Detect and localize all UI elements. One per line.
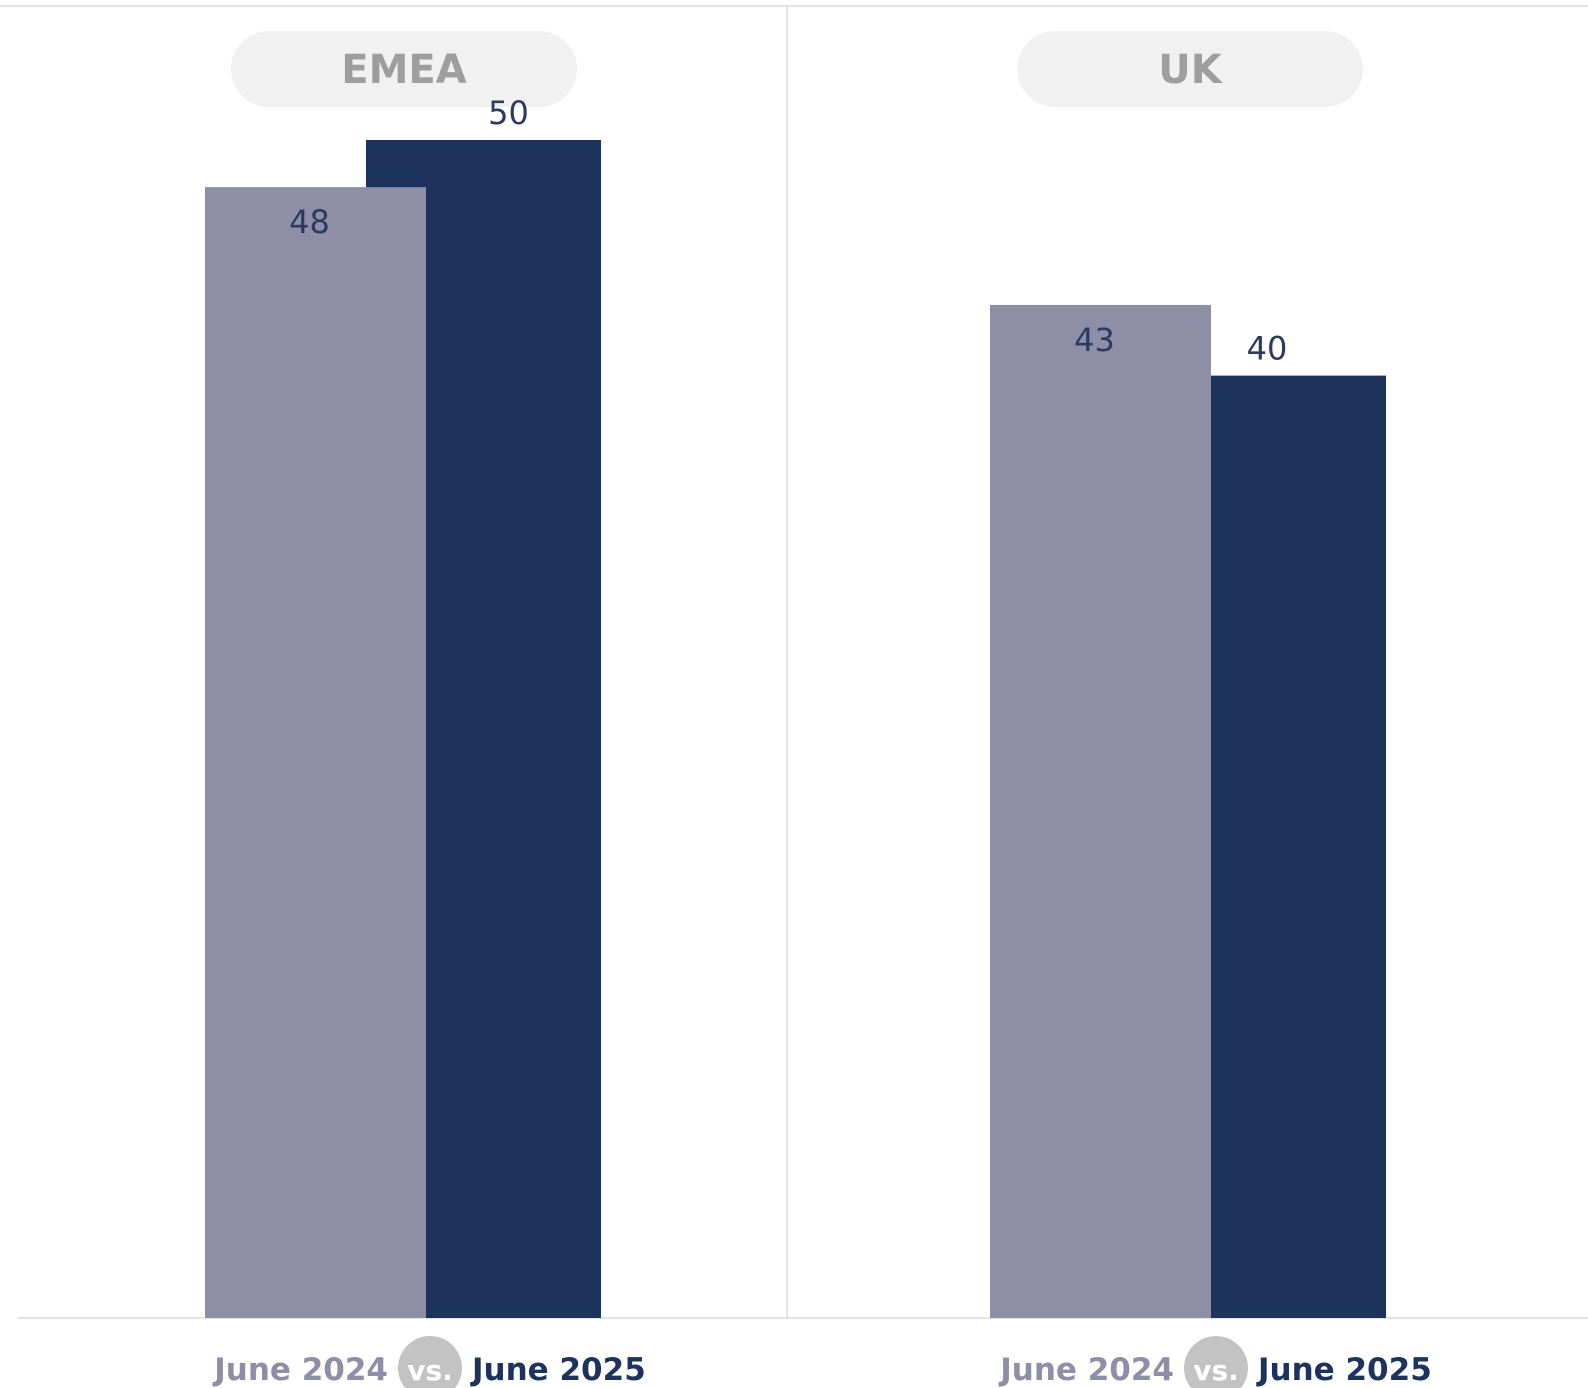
region-pill bbox=[1017, 31, 1363, 107]
legend-june-2024: June 2024 bbox=[998, 1352, 1174, 1388]
region-pill bbox=[231, 31, 577, 107]
bar-june-2024 bbox=[205, 187, 426, 1318]
vs-badge-label: vs. bbox=[1193, 1354, 1239, 1387]
panel-emea: EMEA 48 50 June 2024 vs. June 2025 bbox=[205, 31, 646, 1388]
bar-value-label-june-2025: 40 bbox=[1247, 330, 1288, 368]
region-pill-label: EMEA bbox=[341, 47, 466, 93]
bar-value-label-june-2024: 43 bbox=[1074, 321, 1115, 359]
panel-uk: UK 43 40 June 2024 vs. June 2025 bbox=[990, 31, 1432, 1388]
vs-badge bbox=[398, 1336, 462, 1388]
legend-june-2025: June 2025 bbox=[470, 1352, 646, 1388]
legend-june-2024: June 2024 bbox=[212, 1352, 388, 1388]
region-pill-label: UK bbox=[1158, 47, 1223, 93]
bar-june-2025 bbox=[1211, 375, 1386, 1319]
legend-june-2025: June 2025 bbox=[1256, 1352, 1432, 1388]
vs-badge-label: vs. bbox=[407, 1354, 453, 1387]
bar-value-label-june-2025: 50 bbox=[488, 94, 529, 132]
bar-june-2024 bbox=[990, 304, 1211, 1318]
vs-badge bbox=[1184, 1336, 1248, 1388]
bar-value-label-june-2024: 48 bbox=[289, 203, 330, 241]
